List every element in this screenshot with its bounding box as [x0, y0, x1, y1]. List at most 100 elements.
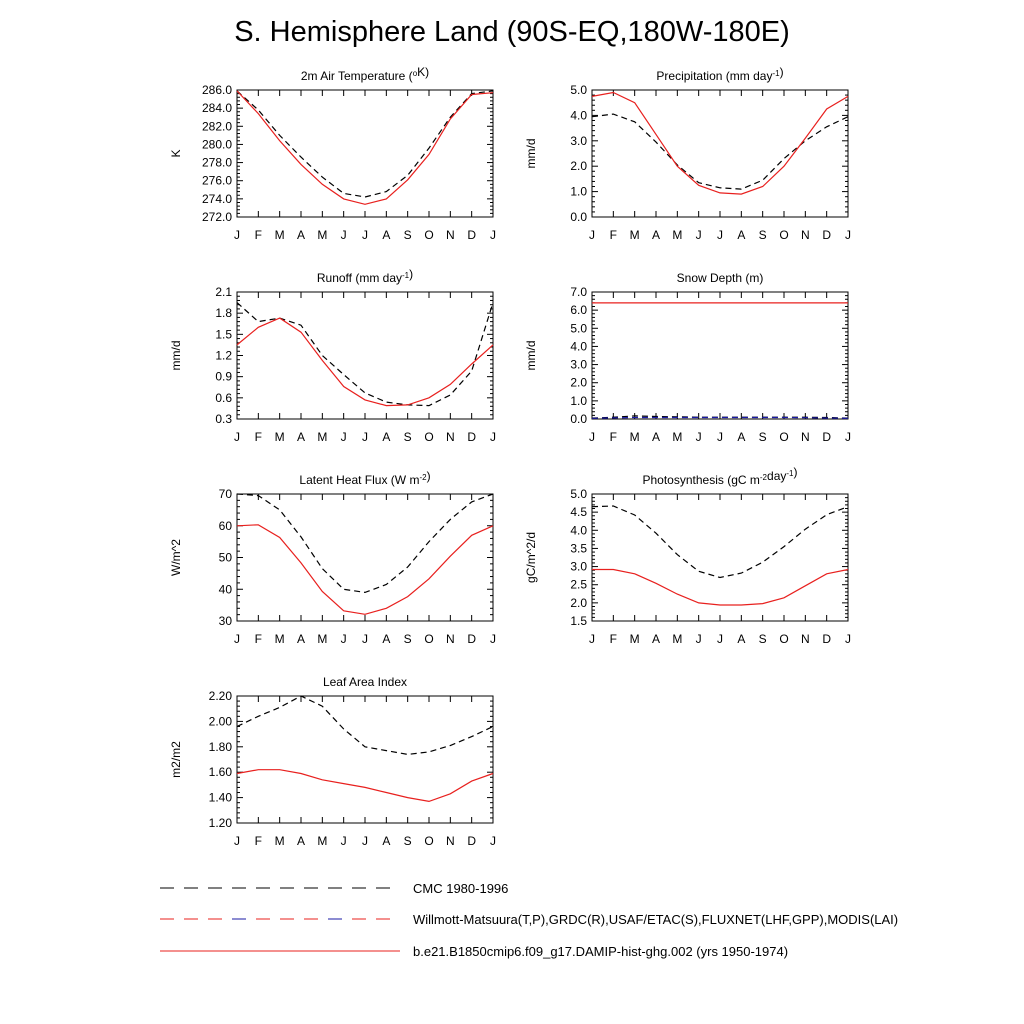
x-tick-label: A	[297, 430, 305, 444]
y-tick-label: 30	[219, 614, 233, 628]
y-tick-label: 2.0	[570, 596, 587, 610]
x-tick-label: J	[717, 430, 723, 444]
x-tick-label: J	[234, 430, 240, 444]
panel-title: Photosynthesis (gC m-2day-1)	[643, 465, 798, 487]
x-tick-label: J	[589, 632, 595, 646]
x-tick-label: M	[317, 834, 327, 848]
plot-frame	[591, 493, 849, 622]
x-tick-label: J	[696, 430, 702, 444]
x-tick-label: D	[822, 632, 831, 646]
y-axis-label: K	[169, 149, 183, 157]
plot-frame	[236, 493, 494, 622]
y-tick-label: 3.0	[570, 358, 587, 372]
x-tick-label: J	[490, 430, 496, 444]
x-tick-label: N	[446, 430, 455, 444]
plot-frame	[236, 695, 494, 824]
y-tick-label: 286.0	[202, 83, 232, 97]
x-tick-label: S	[759, 228, 767, 242]
x-tick-label: O	[779, 632, 788, 646]
x-tick-label: J	[341, 834, 347, 848]
x-tick-label: J	[845, 430, 851, 444]
y-axis-label: W/m^2	[169, 539, 183, 576]
plot-frame	[236, 89, 494, 218]
x-tick-label: M	[630, 430, 640, 444]
x-tick-label: F	[610, 228, 617, 242]
y-axis-label: gC/m^2/d	[524, 532, 538, 583]
series-line-model	[236, 524, 494, 615]
y-tick-label: 3.0	[570, 560, 587, 574]
x-tick-label: M	[630, 228, 640, 242]
x-tick-label: S	[759, 430, 767, 444]
y-tick-label: 0.9	[215, 370, 232, 384]
x-tick-label: S	[404, 430, 412, 444]
x-tick-label: J	[589, 228, 595, 242]
legend: CMC 1980-1996 Willmott-Matsuura(T,P),GRDC…	[160, 881, 898, 959]
x-tick-label: N	[446, 834, 455, 848]
series-line-obs	[591, 505, 849, 579]
x-tick-label: A	[297, 228, 305, 242]
series-line-obs	[236, 302, 494, 407]
x-tick-label: O	[424, 228, 433, 242]
x-tick-label: F	[255, 228, 262, 242]
x-tick-label: S	[759, 632, 767, 646]
x-tick-label: J	[490, 834, 496, 848]
x-tick-label: F	[255, 834, 262, 848]
y-tick-label: 278.0	[202, 156, 232, 170]
x-tick-label: M	[317, 632, 327, 646]
y-tick-label: 5.0	[570, 487, 587, 501]
panel-4: J F M A M J J A S O N D J0.01.02.03.04.05.06.07.0mm/…	[524, 271, 851, 444]
x-tick-label: F	[255, 632, 262, 646]
y-tick-label: 276.0	[202, 174, 232, 188]
x-tick-label: A	[382, 430, 390, 444]
series-line-obs	[236, 90, 494, 198]
y-tick-label: 4.0	[570, 108, 587, 122]
x-tick-label: M	[630, 632, 640, 646]
x-tick-label: A	[382, 632, 390, 646]
y-tick-label: 4.0	[570, 339, 587, 353]
series-line-obs	[236, 695, 494, 756]
panel-7: J F M A M J J A S O N D J1.201.401.601.802.002.20m2/…	[169, 675, 496, 848]
x-tick-label: J	[234, 632, 240, 646]
series-line-model	[592, 568, 849, 606]
x-tick-label: F	[255, 430, 262, 444]
panel-title: Latent Heat Flux (W m-2)	[299, 469, 430, 487]
y-tick-label: 2.20	[209, 689, 233, 703]
y-tick-label: 1.5	[215, 327, 232, 341]
x-tick-label: J	[717, 632, 723, 646]
x-tick-label: J	[341, 632, 347, 646]
x-tick-label: J	[845, 228, 851, 242]
y-tick-label: 274.0	[202, 192, 232, 206]
y-tick-label: 2.0	[570, 159, 587, 173]
y-tick-label: 1.40	[209, 791, 233, 805]
panel-title: Precipitation (mm day-1)	[656, 65, 783, 83]
x-tick-label: J	[362, 632, 368, 646]
x-tick-label: O	[424, 834, 433, 848]
y-tick-label: 272.0	[202, 210, 232, 224]
y-tick-label: 7.0	[570, 285, 587, 299]
x-tick-label: J	[490, 632, 496, 646]
y-tick-label: 3.0	[570, 134, 587, 148]
y-tick-label: 1.20	[209, 816, 233, 830]
x-tick-label: A	[737, 430, 745, 444]
y-axis-label: mm/d	[169, 341, 183, 371]
y-tick-label: 280.0	[202, 137, 232, 151]
x-tick-label: M	[672, 228, 682, 242]
x-tick-label: A	[652, 228, 660, 242]
x-tick-label: A	[382, 228, 390, 242]
y-tick-label: 2.1	[215, 285, 232, 299]
x-tick-label: D	[822, 228, 831, 242]
x-tick-label: O	[424, 430, 433, 444]
x-tick-label: J	[362, 430, 368, 444]
y-tick-label: 50	[219, 551, 233, 565]
y-tick-label: 4.0	[570, 523, 587, 537]
y-tick-label: 282.0	[202, 119, 232, 133]
x-tick-label: J	[234, 228, 240, 242]
x-tick-label: J	[362, 834, 368, 848]
y-tick-label: 40	[219, 582, 233, 596]
x-tick-label: J	[362, 228, 368, 242]
x-tick-label: J	[696, 228, 702, 242]
series-line-obs	[591, 113, 849, 190]
x-tick-label: M	[317, 228, 327, 242]
